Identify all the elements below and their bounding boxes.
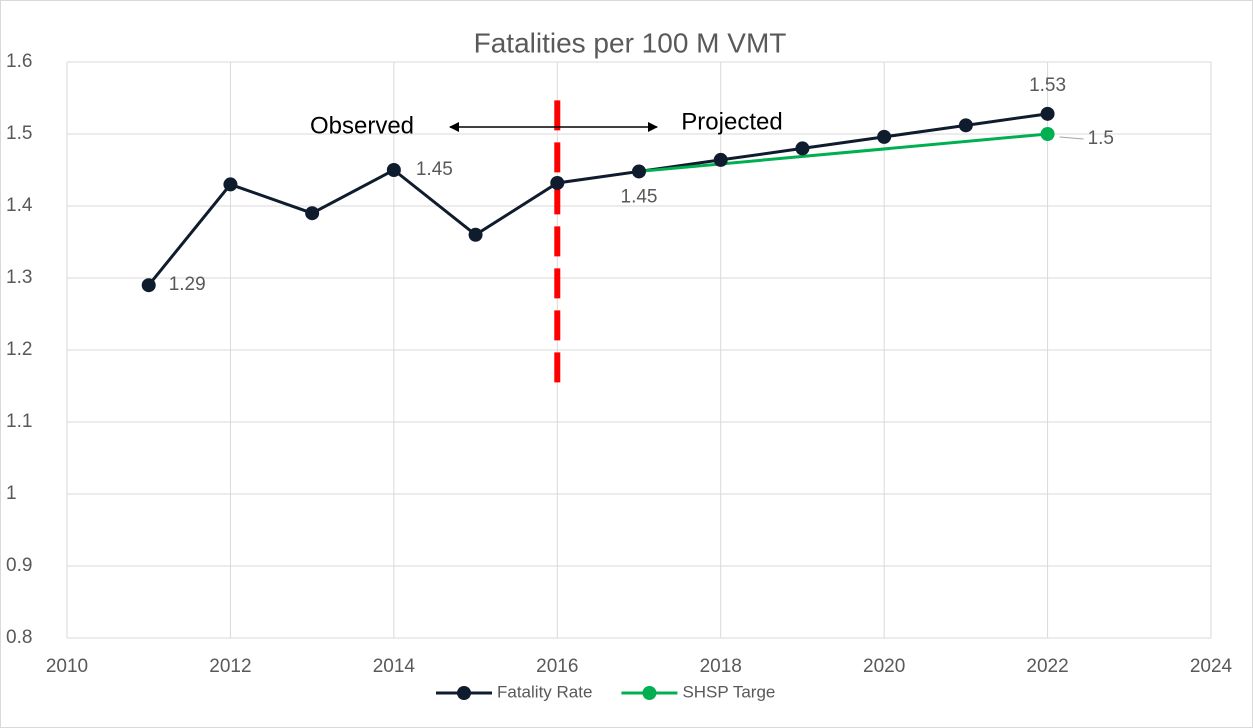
data-label: 1.29 — [169, 274, 206, 295]
legend-marker — [642, 686, 657, 700]
marker — [795, 141, 810, 156]
y-tick-label: 0.8 — [6, 627, 32, 648]
marker — [1040, 106, 1055, 121]
data-label: 1.45 — [416, 159, 453, 180]
x-tick-label: 2018 — [700, 656, 742, 677]
y-tick-label: 1 — [6, 483, 17, 504]
marker — [223, 177, 238, 192]
data-label: 1.53 — [1029, 75, 1066, 96]
x-tick-label: 2024 — [1190, 656, 1233, 677]
series-line — [147, 112, 1048, 287]
legend-marker — [457, 686, 471, 700]
marker — [386, 163, 401, 177]
marker — [305, 206, 320, 221]
marker — [550, 175, 565, 190]
y-tick-label: 1.4 — [6, 195, 33, 216]
y-tick-label: 1.5 — [6, 123, 32, 144]
data-label: 1.5 — [1088, 128, 1114, 149]
y-tick-label: 0.9 — [6, 555, 32, 576]
marker — [713, 152, 728, 167]
y-tick-label: 1.1 — [6, 411, 32, 432]
y-tick-label: 1.6 — [6, 51, 32, 72]
x-tick-label: 2022 — [1026, 656, 1068, 677]
marker — [468, 227, 483, 242]
annotation: Projected — [681, 108, 782, 135]
marker — [1040, 127, 1055, 141]
series-line — [638, 132, 1048, 173]
marker — [141, 278, 156, 293]
x-tick-label: 2020 — [863, 656, 905, 677]
legend-label: Fatality Rate — [497, 682, 592, 701]
x-tick-label: 2014 — [373, 656, 416, 677]
x-tick-label: 2012 — [209, 656, 251, 677]
annotation: Observed — [310, 112, 414, 139]
data-label: 1.45 — [621, 186, 658, 207]
y-tick-label: 1.3 — [6, 267, 32, 288]
marker — [877, 129, 892, 144]
chart-title: Fatalities per 100 M VMT — [474, 27, 787, 58]
legend-label: SHSP Targe — [682, 682, 775, 701]
marker — [958, 118, 973, 133]
x-tick-label: 2016 — [536, 656, 578, 677]
leader-line — [1059, 136, 1084, 140]
x-tick-label: 2010 — [46, 656, 88, 677]
marker — [632, 164, 646, 179]
y-tick-label: 1.2 — [6, 339, 32, 360]
